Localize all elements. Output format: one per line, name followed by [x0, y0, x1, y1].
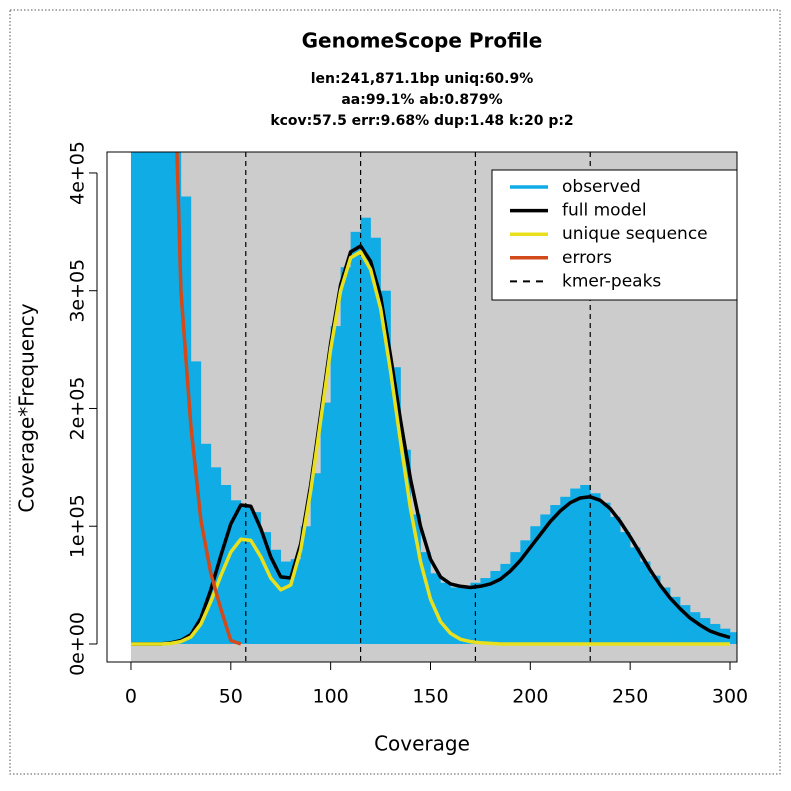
observed-bar: [530, 526, 541, 644]
observed-bar: [620, 532, 631, 644]
x-tick-label: 300: [712, 686, 748, 708]
x-tick-label: 250: [612, 686, 648, 708]
x-tick-label: 150: [412, 686, 448, 708]
observed-bar: [570, 488, 581, 644]
model-line: [131, 250, 730, 646]
legend-box: [491, 169, 738, 301]
legend-label: unique sequence: [562, 224, 708, 244]
observed-bar: [180, 196, 192, 644]
plot-area: [130, 152, 737, 662]
observed-bar: [640, 561, 651, 644]
observed-bar: [660, 587, 671, 644]
observed-bar: [270, 549, 282, 644]
x-tick-label: 0: [125, 686, 137, 708]
observed-bar: [210, 467, 222, 644]
observed-bar: [690, 612, 701, 644]
y-tick-label: 3e+05: [67, 259, 89, 323]
page-border: [9, 9, 781, 775]
observed-bar: [300, 526, 311, 644]
observed-bar: [460, 587, 471, 644]
chart-title: GenomeScope Profile: [302, 29, 543, 53]
x-tick-label: 50: [219, 686, 243, 708]
observed-bar: [670, 596, 681, 644]
observed-bar: [680, 605, 691, 644]
observed-bar: [390, 367, 401, 644]
observed-bar: [540, 514, 551, 644]
observed-bar: [700, 618, 711, 644]
y-tick-label: 1e+05: [67, 494, 89, 558]
observed-bar: [580, 485, 591, 644]
y-axis-label: Coverage*Frequency: [15, 303, 39, 512]
observed-bar: [560, 496, 571, 644]
observed-bar: [310, 473, 321, 644]
observed-bar: [230, 500, 242, 644]
legend-label: full model: [562, 201, 647, 221]
subtitle: aa:99.1% ab:0.879%: [341, 92, 502, 108]
observed-bar: [370, 237, 381, 644]
observed-bar: [440, 582, 451, 644]
observed-bar: [590, 493, 601, 644]
observed-bar: [150, 152, 162, 644]
model-line: [131, 244, 731, 646]
observed-bar: [380, 290, 391, 644]
observed-bar: [190, 361, 202, 644]
x-axis-label: Coverage: [374, 732, 470, 756]
observed-bar: [630, 547, 641, 644]
y-tick-label: 0e+00: [67, 612, 89, 676]
observed-bar: [140, 152, 152, 644]
overlay: 0 50 100 150 200 250 300 0e+00 1e+05 2e+05 3e+05 4e…: [67, 141, 749, 707]
subtitle: len:241,871.1bp uniq:60.9%: [311, 71, 534, 87]
legend-label: observed: [562, 177, 641, 197]
observed-bar: [260, 532, 272, 644]
observed-bar: [280, 561, 292, 644]
observed-bar: [290, 559, 301, 644]
observed-bar: [360, 217, 371, 644]
observed-bar: [490, 570, 501, 644]
subtitle: kcov:57.5 err:9.68% dup:1.48 k:20 p:2: [270, 113, 573, 129]
observed-bar: [650, 575, 661, 644]
legend-label: errors: [562, 248, 612, 268]
x-tick-label: 200: [512, 686, 548, 708]
observed-bar: [240, 505, 252, 644]
observed-bar: [320, 402, 331, 644]
observed-bar: [480, 578, 491, 644]
observed-bar: [170, 152, 182, 644]
observed-bar: [520, 540, 531, 644]
x-tick-label: 100: [313, 686, 349, 708]
observed-bar: [410, 514, 421, 644]
observed-bar: [340, 267, 351, 644]
legend-label: kmer-peaks: [562, 271, 661, 291]
observed-bar: [330, 326, 341, 644]
observed-bar: [500, 563, 511, 644]
y-tick-label: 2e+05: [67, 377, 89, 441]
observed-bar: [250, 512, 262, 644]
observed-bar: [420, 552, 431, 644]
observed-bar: [600, 502, 611, 644]
observed-bar: [450, 587, 461, 644]
observed-bar: [510, 552, 521, 644]
model-line: [175, 152, 242, 646]
y-tick-label: 4e+05: [67, 141, 89, 205]
observed-bar: [130, 152, 142, 644]
observed-bar: [400, 449, 411, 644]
observed-bar: [550, 505, 561, 644]
observed-bar: [730, 632, 737, 644]
observed-bar: [350, 231, 361, 644]
observed-bar: [160, 152, 172, 644]
observed-bar: [610, 516, 621, 644]
